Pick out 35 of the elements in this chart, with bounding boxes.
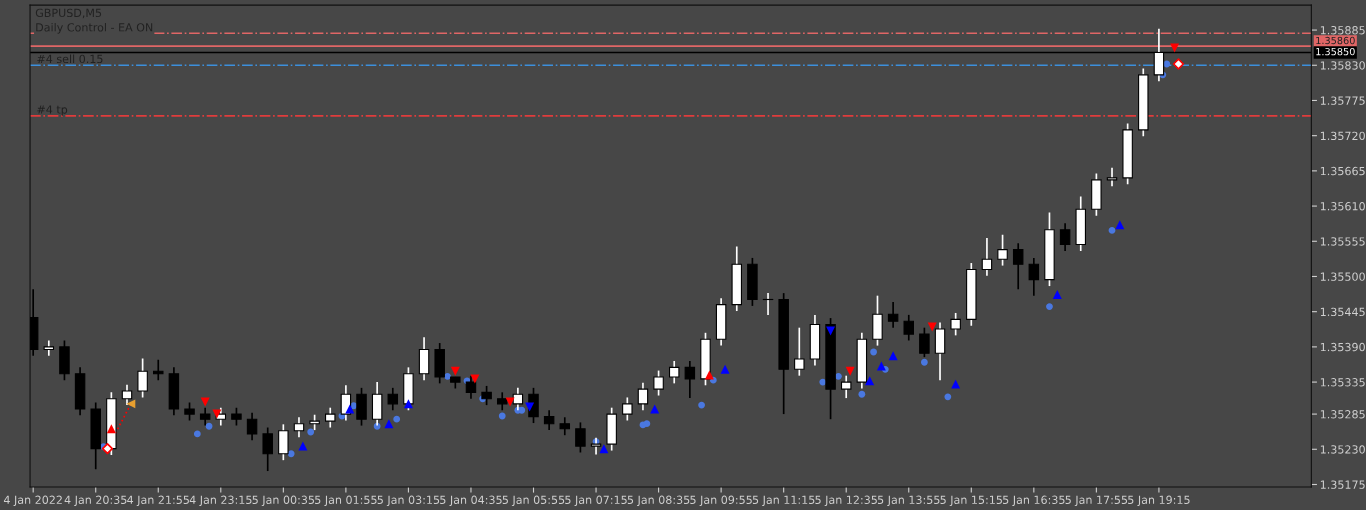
y-tick-label: 1.35720 [1320,131,1365,141]
x-tick-label: 5 Jan 09:55 [690,495,752,507]
x-tick-label: 5 Jan 07:15 [565,495,627,507]
x-tick-label: 5 Jan 01:55 [315,495,377,507]
y-tick-label: 1.35285 [1320,410,1365,419]
y-tick-label: 1.35555 [1320,237,1365,246]
x-tick-label: 5 Jan 19:15 [1128,495,1190,507]
x-tick-label: 5 Jan 03:15 [377,495,440,507]
x-tick-label: 5 Jan 00:35 [252,495,315,507]
y-tick-label: 1.35390 [1320,342,1365,352]
y-tick-label: 1.35500 [1320,272,1365,281]
x-tick-label: 5 Jan 16:35 [1003,495,1065,507]
y-tick-label: 1.35775 [1320,96,1365,105]
ref-line-label: 1.35850 [1316,47,1355,56]
x-tick-label: 5 Jan 11:15 [752,495,815,507]
x-tick-label: 4 Jan 2022 [3,495,62,507]
x-tick-label: 5 Jan 04:35 [440,495,502,507]
x-tick-label: 5 Jan 08:35 [627,495,690,507]
x-tick-label: 4 Jan 20:35 [64,495,127,507]
y-tick-label: 1.35885 [1320,26,1365,35]
y-tick-label: 1.35445 [1320,307,1365,317]
y-tick-label: 1.35665 [1320,166,1365,176]
y-tick-label: 1.35335 [1320,378,1365,387]
y-tick-label: 1.35830 [1320,61,1365,70]
y-tick-label: 1.35230 [1320,445,1365,454]
ref-line-label: 1.35860 [1316,36,1355,45]
x-tick-label: 5 Jan 15:15 [940,495,1002,507]
x-tick-label: 5 Jan 05:55 [502,495,565,507]
y-tick-label: 1.35610 [1320,202,1365,211]
x-tick-label: 5 Jan 17:55 [1065,495,1128,507]
x-tick-label: 5 Jan 13:55 [877,495,940,507]
x-tick-label: 5 Jan 12:35 [815,495,877,507]
x-tick-label: 4 Jan 23:15 [189,495,252,507]
y-tick-label: 1.35175 [1320,480,1365,489]
x-tick-label: 4 Jan 21:55 [127,495,189,507]
